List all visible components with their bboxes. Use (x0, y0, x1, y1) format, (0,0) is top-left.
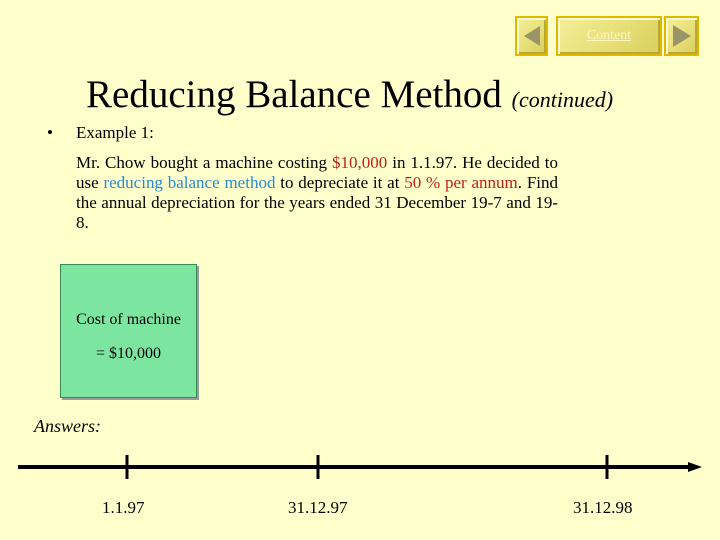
example-heading: Example 1: (76, 123, 154, 142)
slide-title: Reducing Balance Method (continued) (86, 72, 613, 117)
content-button[interactable]: Content (556, 16, 662, 56)
next-slide-button[interactable] (664, 16, 699, 56)
cost-amount: $10,000 (332, 153, 388, 172)
depreciation-rate: 50 % per annum (404, 173, 518, 192)
previous-slide-button[interactable] (515, 16, 548, 56)
para-text-2: in 1.1.97. He decided to use (76, 153, 558, 192)
arrow-right-icon (672, 25, 691, 47)
cost-of-machine-box: Cost of machine = $10,000 (60, 264, 197, 398)
para-text-4: . Find the annual depreciation for the y… (76, 173, 559, 232)
para-text-3: to depreciate it at (275, 173, 405, 192)
answers-label: Answers: (34, 416, 101, 436)
timeline (18, 455, 702, 479)
para-text-1: Mr. Chow bought a machine costing (76, 153, 332, 172)
timeline-arrowhead (688, 462, 702, 472)
cost-box-label: Cost of machine (76, 311, 181, 328)
title-subtitle: (continued) (511, 87, 614, 112)
method-name: reducing balance method (103, 173, 276, 192)
arrow-left-icon (523, 26, 540, 46)
bullet-marker: • (47, 123, 53, 142)
timeline-label-year-end-2: 31.12.98 (573, 498, 633, 517)
timeline-label-start: 1.1.97 (102, 498, 145, 517)
cost-box-value: = $10,000 (95, 345, 162, 362)
content-link-label: Content (586, 28, 632, 43)
example-paragraph: Mr. Chow bought a machine costing $10,00… (76, 153, 558, 233)
timeline-label-year-end-1: 31.12.97 (288, 498, 348, 517)
title-main: Reducing Balance Method (86, 73, 502, 116)
